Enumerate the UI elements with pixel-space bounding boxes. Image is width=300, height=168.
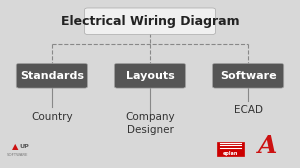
Text: Software: Software [220, 71, 276, 81]
FancyBboxPatch shape [114, 63, 186, 88]
FancyBboxPatch shape [85, 8, 215, 34]
Text: Layouts: Layouts [126, 71, 174, 81]
Text: eplan: eplan [223, 151, 238, 156]
FancyBboxPatch shape [217, 142, 244, 156]
Text: Country: Country [31, 112, 73, 122]
Text: SOFTWARE: SOFTWARE [7, 153, 28, 157]
Text: ▲: ▲ [11, 142, 18, 151]
Text: A: A [258, 134, 277, 158]
Text: Electrical Wiring Diagram: Electrical Wiring Diagram [61, 15, 239, 28]
FancyBboxPatch shape [16, 63, 88, 88]
Text: ECAD: ECAD [234, 106, 262, 115]
Text: Company
Designer: Company Designer [125, 112, 175, 135]
Text: Standards: Standards [20, 71, 84, 81]
FancyBboxPatch shape [212, 63, 284, 88]
Text: UP: UP [20, 144, 30, 149]
